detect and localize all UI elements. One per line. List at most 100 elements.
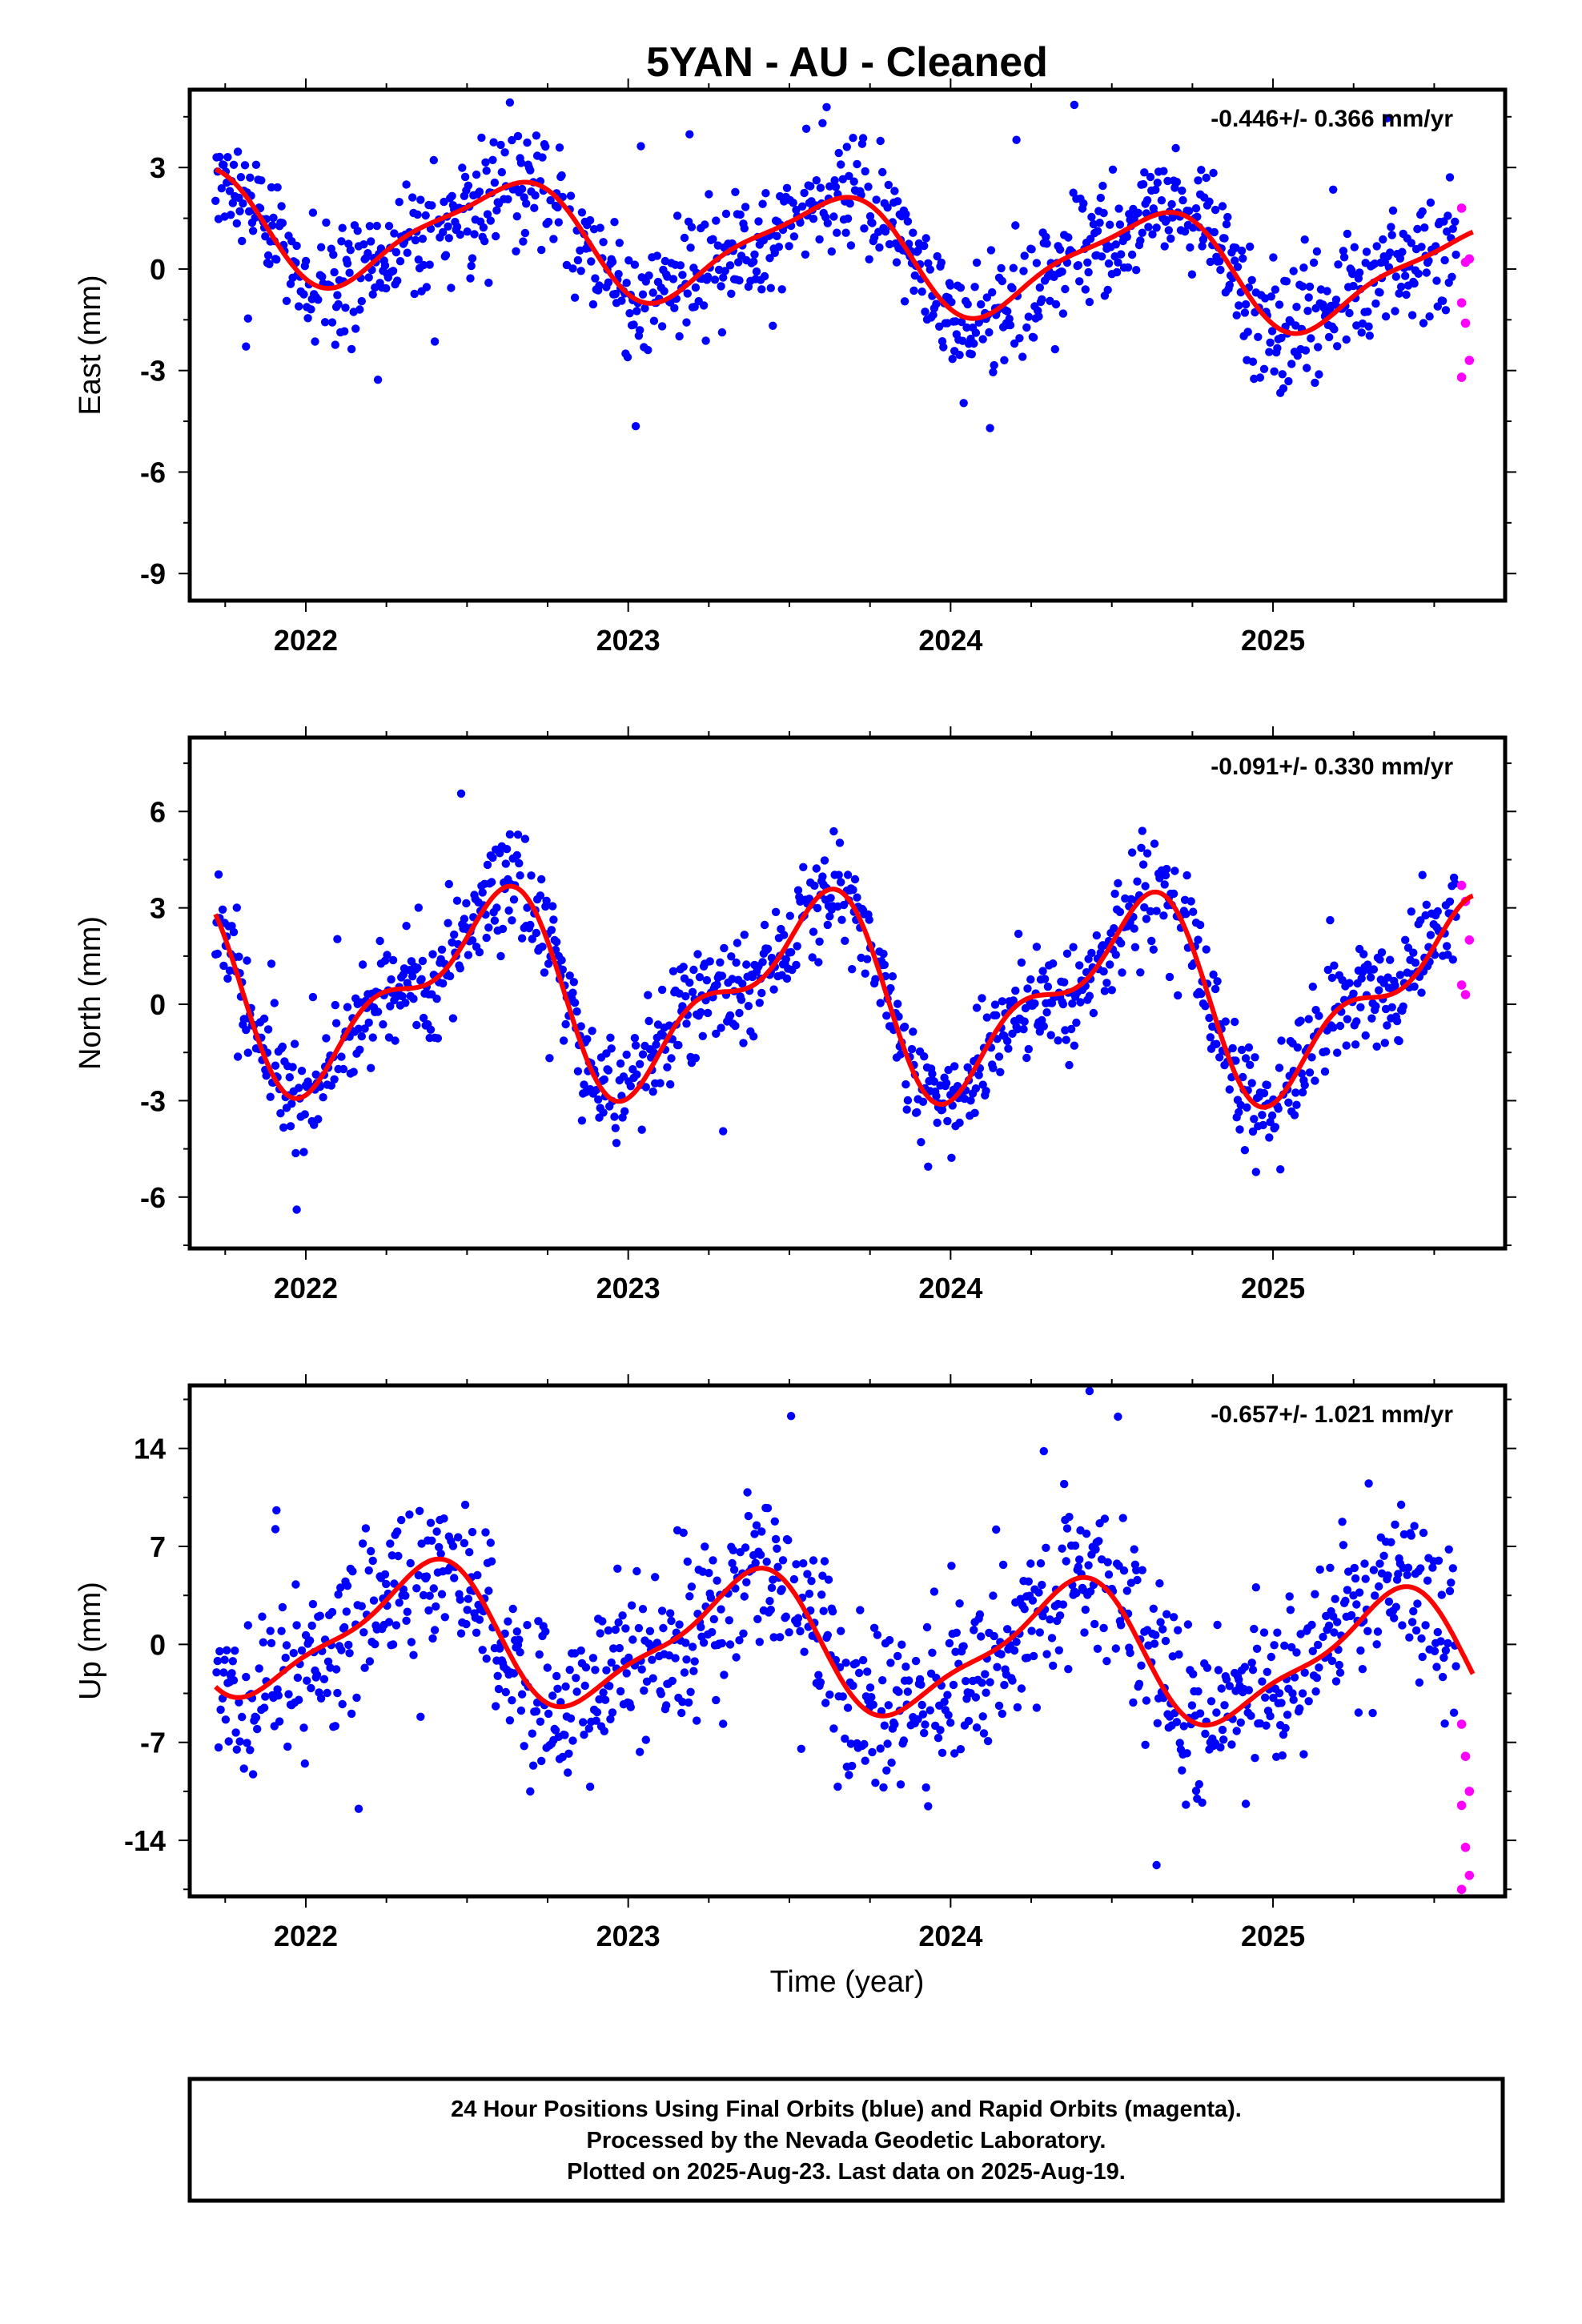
data-point [1110, 924, 1118, 933]
data-point [450, 930, 459, 939]
data-point [1239, 1072, 1247, 1082]
data-point [1142, 195, 1152, 205]
data-point [1003, 307, 1012, 316]
data-point [612, 1139, 621, 1148]
data-point [963, 300, 972, 309]
data-point [1288, 1689, 1297, 1698]
data-point [869, 1700, 878, 1709]
data-point [1155, 1579, 1164, 1588]
data-point [1062, 1524, 1072, 1533]
data-point [1064, 1665, 1073, 1674]
data-point [1232, 311, 1241, 320]
data-point [552, 938, 561, 947]
data-point [824, 1575, 833, 1584]
data-point [580, 1080, 588, 1089]
data-point [1267, 292, 1276, 301]
data-point [1042, 232, 1050, 242]
data-point [1375, 1559, 1384, 1568]
data-point [666, 1080, 675, 1089]
data-point [1117, 1621, 1126, 1630]
data-point [1304, 1697, 1313, 1706]
data-point [793, 942, 801, 951]
x-tick-label: 2024 [918, 1920, 982, 1952]
data-point [1379, 1551, 1388, 1561]
data-point [606, 1715, 615, 1723]
data-point [229, 927, 239, 937]
data-point [1216, 1743, 1225, 1752]
data-point [669, 967, 678, 976]
data-point [962, 1677, 970, 1686]
data-point [1333, 1048, 1342, 1057]
data-point [456, 1629, 466, 1638]
data-point [549, 915, 558, 924]
data-point [940, 1697, 949, 1707]
data-point [1175, 1739, 1184, 1747]
data-point [1447, 1578, 1456, 1587]
data-point [232, 903, 241, 912]
data-point [231, 1647, 239, 1655]
data-point [1395, 289, 1403, 298]
data-point [663, 1063, 672, 1072]
data-point [1049, 1661, 1058, 1671]
data-point [359, 1628, 368, 1637]
data-point [645, 1626, 655, 1636]
data-point [1042, 1543, 1050, 1553]
data-point [1046, 1031, 1055, 1039]
data-point [841, 936, 849, 946]
data-point [573, 1067, 583, 1076]
data-point [513, 830, 523, 839]
data-point [242, 1672, 251, 1682]
data-point [950, 1062, 959, 1071]
data-point [509, 1669, 519, 1678]
data-point [1379, 235, 1387, 244]
data-point [703, 1008, 713, 1018]
data-point [1247, 1079, 1256, 1088]
data-point [1258, 1111, 1267, 1120]
data-point [682, 1019, 691, 1028]
data-point [444, 234, 453, 243]
data-point [1075, 1555, 1084, 1564]
rapid-point [1460, 990, 1471, 999]
data-point [1421, 1621, 1430, 1630]
data-point [1217, 1684, 1226, 1693]
data-point [422, 283, 432, 292]
data-point [239, 1764, 248, 1773]
data-point [1151, 1630, 1160, 1639]
data-point [1255, 373, 1265, 382]
data-point [1244, 1686, 1254, 1695]
data-point [299, 1723, 308, 1732]
data-point [406, 1558, 415, 1568]
data-point [823, 1630, 833, 1640]
data-point [727, 289, 736, 298]
data-point [1049, 959, 1058, 968]
data-point [492, 1702, 500, 1711]
data-point [861, 969, 869, 978]
data-point [1365, 332, 1375, 340]
data-point [579, 1718, 588, 1727]
data-point [516, 1648, 524, 1657]
data-point [513, 131, 523, 141]
data-point [845, 1771, 853, 1779]
data-point [989, 1063, 998, 1073]
footer-line-3: Plotted on 2025-Aug-23. Last data on 202… [567, 2159, 1126, 2185]
data-point [576, 1646, 585, 1655]
data-point [1241, 300, 1251, 309]
y-tick-label: -3 [140, 1084, 166, 1117]
data-point [549, 235, 558, 243]
data-point [323, 1688, 331, 1698]
data-point [1080, 1628, 1089, 1637]
rapid-point [1456, 1719, 1467, 1729]
data-point [948, 355, 957, 364]
data-point [725, 261, 735, 270]
rapid-point [1464, 935, 1475, 945]
data-point [741, 1543, 750, 1552]
data-point [679, 963, 688, 971]
data-point [632, 1566, 641, 1576]
data-point [520, 193, 528, 202]
data-point [1273, 1628, 1282, 1637]
data-point [462, 899, 471, 908]
data-point [610, 1112, 619, 1121]
data-point [879, 949, 888, 959]
data-point [710, 275, 720, 284]
x-tick-label: 2023 [596, 1920, 661, 1952]
